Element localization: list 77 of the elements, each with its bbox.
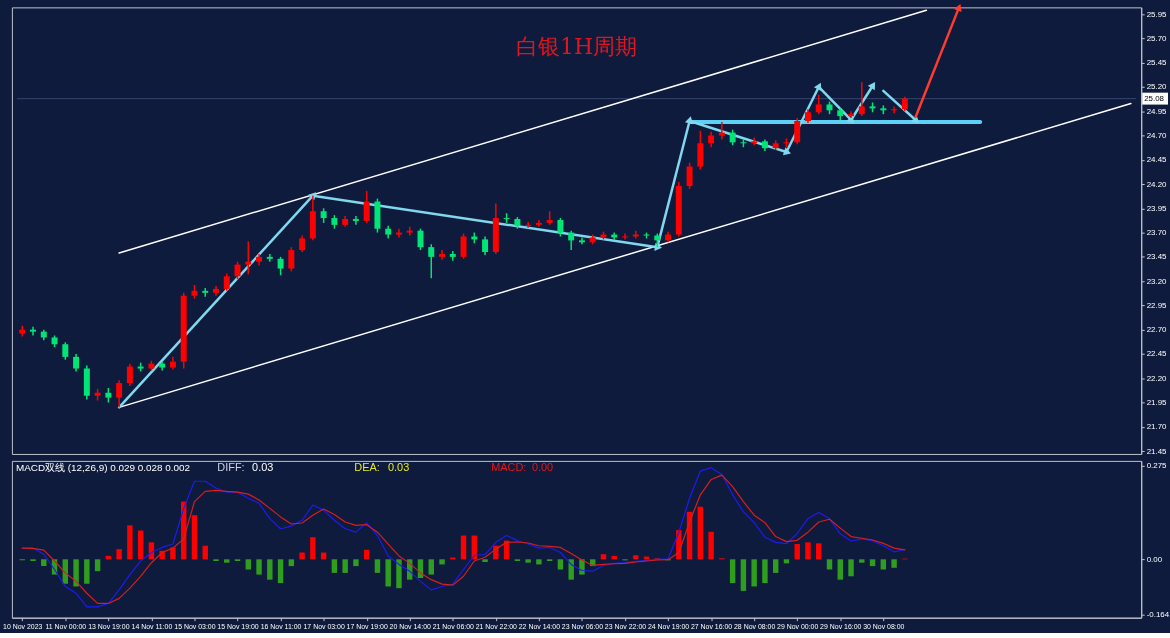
bar: [880, 559, 887, 570]
candlestick: [395, 227, 402, 239]
bar: [84, 559, 90, 584]
bar: [891, 559, 897, 568]
bar: [633, 555, 639, 560]
bar: [557, 559, 564, 570]
bar: [224, 559, 230, 563]
bar: [751, 559, 757, 587]
y-tick-label: 25.95: [1146, 9, 1168, 19]
candlestick: [449, 250, 456, 262]
bar: [869, 559, 876, 567]
bar: [837, 559, 843, 580]
candlestick: [245, 240, 252, 276]
bar: [536, 559, 542, 565]
bar: [859, 559, 865, 563]
bar: [525, 559, 531, 563]
bar: [374, 559, 381, 573]
bar: [848, 559, 854, 577]
bar: [310, 537, 316, 560]
annotation: MACD:: [491, 460, 527, 473]
bar: [439, 559, 445, 565]
candlestick: [116, 379, 123, 409]
chart-title: MACD双线 (12,26,9) 0.029 0.028 0.002: [15, 461, 191, 473]
candlestick: [428, 243, 435, 279]
bar: [137, 530, 144, 560]
bar: [288, 559, 295, 567]
bar: [708, 531, 714, 560]
candlestick: [482, 235, 489, 256]
y-tick-label: 21.45: [1146, 446, 1168, 456]
candlestick: [288, 246, 295, 273]
bar: [783, 559, 790, 564]
bar: [277, 559, 284, 584]
annotation: 0.00: [531, 460, 554, 473]
bar: [94, 559, 101, 572]
candlestick: [277, 256, 284, 277]
bar: [342, 559, 348, 573]
annotation: DIFF:: [217, 460, 245, 473]
bar: [256, 559, 262, 575]
bar: [396, 559, 402, 589]
bar: [299, 552, 305, 560]
candlestick: [202, 287, 209, 298]
bar: [428, 559, 434, 575]
candlestick: [30, 326, 36, 337]
candlestick: [363, 190, 370, 224]
annotation: 0.03: [252, 460, 274, 473]
candlestick: [126, 362, 133, 387]
bar: [170, 547, 176, 560]
bar: [267, 559, 273, 580]
y-tick-label: -0.164: [1146, 610, 1170, 620]
bar: [353, 559, 359, 567]
bar: [245, 559, 251, 570]
candlestick: [266, 253, 273, 263]
annotation: DEA:: [354, 460, 380, 473]
bar: [41, 559, 47, 567]
bar: [191, 515, 198, 560]
bar: [729, 559, 736, 584]
bar: [697, 506, 704, 560]
candlestick: [352, 215, 359, 226]
bar: [482, 559, 488, 563]
bar: [73, 559, 79, 587]
candlestick: [439, 249, 446, 261]
annotation: 0.03: [388, 460, 410, 473]
candlestick: [460, 232, 467, 260]
bar: [772, 559, 779, 573]
bar: [331, 559, 338, 573]
bar: [740, 559, 747, 591]
bar: [116, 549, 122, 560]
y-tick-label: 0.00: [1146, 554, 1163, 564]
y-tick-label: 0.275: [1146, 461, 1168, 471]
bar: [127, 525, 133, 560]
bar: [826, 559, 833, 570]
bar: [794, 544, 800, 560]
bar: [385, 559, 391, 587]
bar: [762, 559, 768, 584]
bar: [816, 543, 822, 560]
bar: [805, 542, 811, 560]
bar: [568, 559, 574, 580]
